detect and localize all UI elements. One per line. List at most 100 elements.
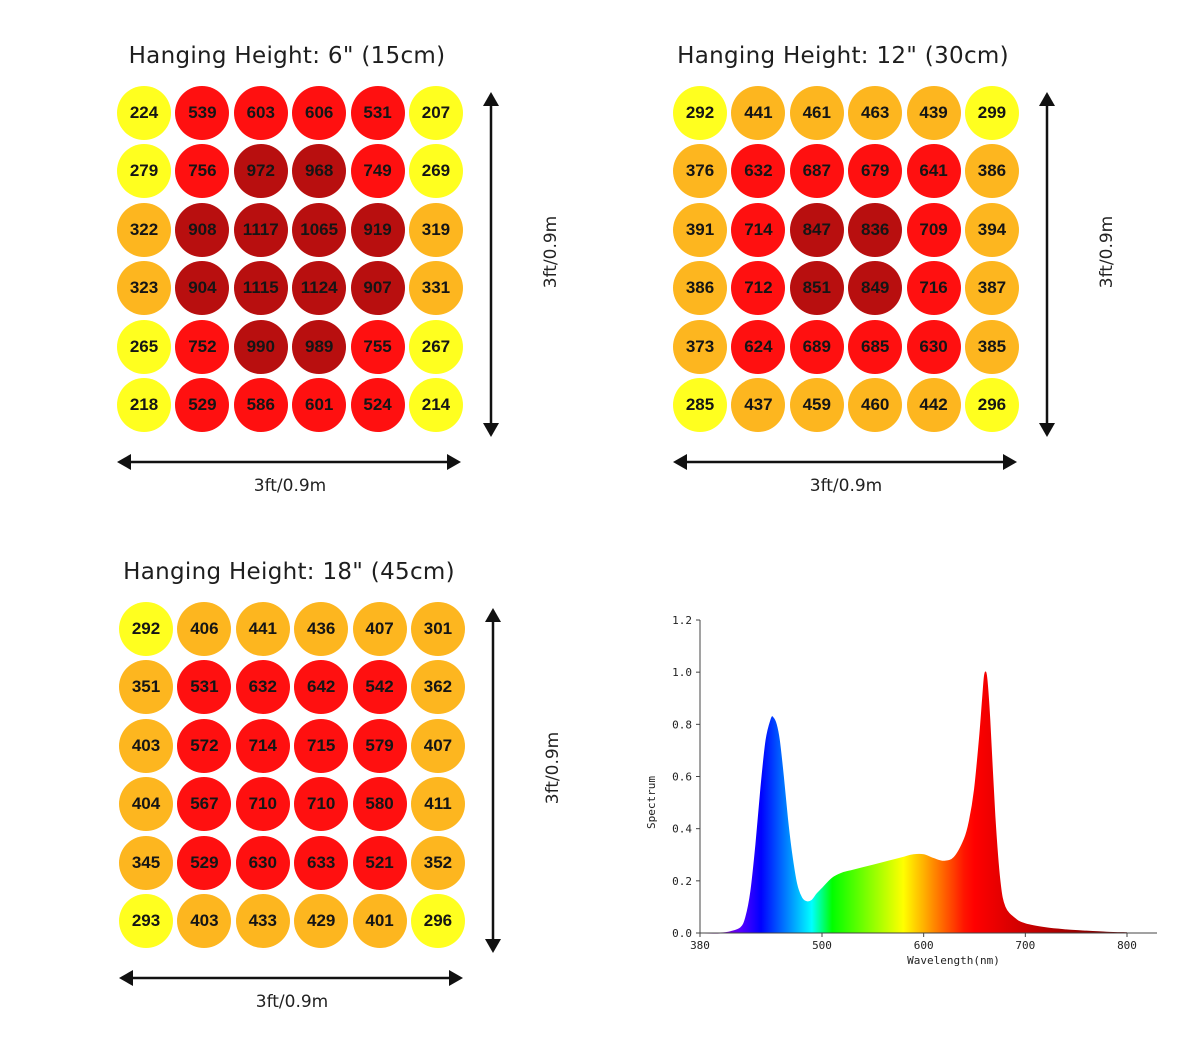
ppfd-cell: 919 xyxy=(350,202,405,257)
heatmap-panel-12in: Hanging Height: 12" (30cm) 292 441 461 463 4… xyxy=(673,41,1133,521)
ppfd-cell: 1117 xyxy=(233,202,288,257)
ppfd-cell: 606 xyxy=(292,86,347,140)
ppfd-cell: 989 xyxy=(292,319,347,374)
ppfd-cell: 439 xyxy=(906,86,961,140)
ppfd-cell: 531 xyxy=(350,86,405,140)
ppfd-cell: 847 xyxy=(789,202,844,257)
ppfd-cell: 394 xyxy=(964,202,1019,257)
ppfd-cell: 461 xyxy=(789,86,844,140)
ppfd-cell: 990 xyxy=(233,319,288,374)
ppfd-cell: 908 xyxy=(175,202,230,257)
dimension-arrows xyxy=(117,92,499,470)
width-arrow xyxy=(117,454,461,470)
ppfd-cell: 362 xyxy=(410,660,465,715)
ppfd-cell: 345 xyxy=(119,835,173,890)
ppfd-cell: 411 xyxy=(410,777,465,832)
ppfd-cell: 521 xyxy=(352,835,407,890)
ppfd-cell: 542 xyxy=(352,660,407,715)
ppfd-cell: 267 xyxy=(408,319,463,374)
heatmap-panel-6in: Hanging Height: 6" (15cm) 224 539 603 606 53… xyxy=(117,41,577,521)
dimension-arrows xyxy=(673,92,1055,470)
ppfd-cell: 442 xyxy=(906,377,961,432)
ppfd-cell: 299 xyxy=(964,86,1019,140)
ppfd-cell: 1124 xyxy=(292,261,347,316)
ppfd-cell: 292 xyxy=(673,86,727,140)
ppfd-cell: 437 xyxy=(731,377,786,432)
ppfd-cell: 572 xyxy=(177,718,232,773)
x-tick-label: 600 xyxy=(914,939,934,952)
ppfd-cell: 710 xyxy=(235,777,290,832)
ppfd-cell: 406 xyxy=(177,602,232,656)
ppfd-cell: 386 xyxy=(673,261,727,316)
ppfd-cell: 463 xyxy=(848,86,903,140)
ppfd-cell: 968 xyxy=(292,144,347,199)
ppfd-cell: 972 xyxy=(233,144,288,199)
width-arrow xyxy=(673,454,1017,470)
ppfd-cell: 641 xyxy=(906,144,961,199)
ppfd-grid: 224 539 603 606 531 207 279 756 972 968 749 269 322 9… xyxy=(117,86,463,432)
y-tick-label: 1.0 xyxy=(672,666,692,679)
y-tick-label: 0.0 xyxy=(672,927,692,940)
ppfd-cell: 296 xyxy=(410,893,465,948)
x-tick-label: 500 xyxy=(812,939,832,952)
ppfd-cell: 319 xyxy=(408,202,463,257)
ppfd-cell: 755 xyxy=(350,319,405,374)
ppfd-cell: 301 xyxy=(410,602,465,656)
ppfd-cell: 391 xyxy=(673,202,727,257)
ppfd-cell: 404 xyxy=(119,777,173,832)
ppfd-cell: 642 xyxy=(294,660,349,715)
ppfd-cell: 630 xyxy=(235,835,290,890)
width-arrow xyxy=(119,970,463,986)
x-axis-title: Wavelength(nm) xyxy=(907,954,1000,967)
ppfd-grid: 292 441 461 463 439 299 376 632 687 679 641 386 391 7… xyxy=(673,86,1019,432)
ppfd-cell: 679 xyxy=(848,144,903,199)
ppfd-cell: 441 xyxy=(731,86,786,140)
ppfd-cell: 632 xyxy=(731,144,786,199)
ppfd-cell: 207 xyxy=(408,86,463,140)
ppfd-cell: 529 xyxy=(177,835,232,890)
ppfd-cell: 524 xyxy=(350,377,405,432)
ppfd-cell: 849 xyxy=(848,261,903,316)
ppfd-cell: 322 xyxy=(117,202,171,257)
ppfd-cell: 624 xyxy=(731,319,786,374)
depth-label: 3ft/0.9m xyxy=(1097,215,1117,289)
ppfd-cell: 907 xyxy=(350,261,405,316)
ppfd-cell: 687 xyxy=(789,144,844,199)
ppfd-cell: 331 xyxy=(408,261,463,316)
ppfd-cell: 586 xyxy=(233,377,288,432)
ppfd-cell: 352 xyxy=(410,835,465,890)
ppfd-cell: 279 xyxy=(117,144,171,199)
width-label: 3ft/0.9m xyxy=(253,476,327,496)
x-tick-label: 800 xyxy=(1117,939,1137,952)
spectrum-area xyxy=(700,671,1127,934)
ppfd-cell: 580 xyxy=(352,777,407,832)
depth-arrow xyxy=(485,608,501,953)
ppfd-cell: 603 xyxy=(233,86,288,140)
ppfd-cell: 386 xyxy=(964,144,1019,199)
ppfd-cell: 407 xyxy=(352,602,407,656)
y-tick-label: 0.2 xyxy=(672,875,692,888)
ppfd-cell: 293 xyxy=(119,893,173,948)
ppfd-cell: 351 xyxy=(119,660,173,715)
heatmap-panel-18in: Hanging Height: 18" (45cm) 292 406 441 436 4… xyxy=(119,557,579,1037)
ppfd-cell: 441 xyxy=(235,602,290,656)
depth-label: 3ft/0.9m xyxy=(541,215,561,289)
ppfd-cell: 904 xyxy=(175,261,230,316)
ppfd-cell: 214 xyxy=(408,377,463,432)
ppfd-cell: 633 xyxy=(294,835,349,890)
ppfd-cell: 531 xyxy=(177,660,232,715)
ppfd-cell: 387 xyxy=(964,261,1019,316)
spectrum-chart: 0.0 0.2 0.4 0.6 0.8 1.0 1.2 380 500 600 700 800 Wave… xyxy=(645,614,1157,967)
y-tick-label: 0.6 xyxy=(672,771,692,784)
ppfd-cell: 714 xyxy=(235,718,290,773)
ppfd-cell: 376 xyxy=(673,144,727,199)
ppfd-cell: 373 xyxy=(673,319,727,374)
ppfd-cell: 601 xyxy=(292,377,347,432)
ppfd-cell: 715 xyxy=(294,718,349,773)
ppfd-cell: 710 xyxy=(294,777,349,832)
dimension-arrows xyxy=(119,608,501,986)
ppfd-cell: 403 xyxy=(119,718,173,773)
ppfd-cell: 716 xyxy=(906,261,961,316)
y-tick-label: 0.4 xyxy=(672,823,692,836)
ppfd-cell: 1065 xyxy=(292,202,347,257)
